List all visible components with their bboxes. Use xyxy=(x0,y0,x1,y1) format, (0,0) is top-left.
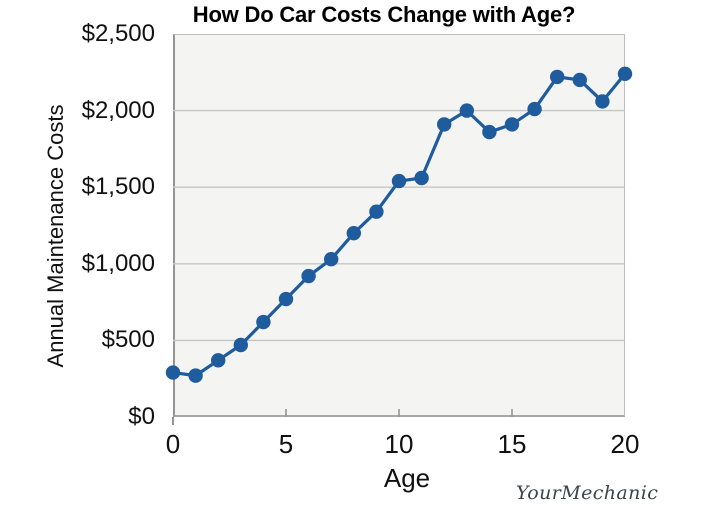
y-tick-label: $0 xyxy=(128,403,155,430)
data-point-marker xyxy=(527,101,542,117)
data-point-marker xyxy=(504,117,520,132)
x-tick-label: 20 xyxy=(610,429,640,459)
data-point-marker xyxy=(414,170,429,186)
y-tick-label: $2,000 xyxy=(81,96,155,124)
data-point-marker xyxy=(346,225,361,241)
y-tick-label: $2,500 xyxy=(81,20,155,47)
chart-title: How Do Car Costs Change with Age? xyxy=(192,2,576,27)
x-tick-label: 15 xyxy=(497,429,527,459)
x-axis-tick-labels: 0 5 10 15 20 xyxy=(166,429,640,460)
data-point-marker xyxy=(324,252,339,267)
y-tick-label: $1,500 xyxy=(81,173,155,201)
data-point-marker xyxy=(459,103,474,118)
data-point-marker xyxy=(278,291,294,307)
plot-area xyxy=(165,34,633,425)
data-point-marker xyxy=(301,268,316,284)
y-tick-label: $500 xyxy=(101,326,155,354)
x-tick-label: 5 xyxy=(278,429,294,459)
data-point-marker xyxy=(256,314,271,330)
data-point-marker xyxy=(165,365,181,380)
x-tick-label: 0 xyxy=(165,429,181,459)
data-point-marker xyxy=(595,94,610,109)
data-point-marker xyxy=(617,66,633,82)
data-point-marker xyxy=(482,124,497,140)
data-point-marker xyxy=(391,173,407,189)
x-tick-label: 10 xyxy=(384,429,414,459)
data-point-marker xyxy=(211,353,226,368)
line-chart-svg xyxy=(165,66,633,425)
y-tick-label: $1,000 xyxy=(81,249,155,277)
data-point-marker xyxy=(550,69,565,85)
data-point-marker xyxy=(572,72,587,88)
y-axis-tick-labels: $0 $500 $1,000 $1,500 $2,000 $2,500 xyxy=(0,21,156,430)
data-point-marker xyxy=(437,117,452,132)
data-point-marker xyxy=(369,204,384,219)
data-point-marker xyxy=(233,337,248,353)
line-series xyxy=(171,72,627,378)
x-axis-title: Age xyxy=(383,463,431,493)
data-point-marker xyxy=(188,368,203,383)
yourmechanic-logo: YourMechanic xyxy=(516,482,659,504)
